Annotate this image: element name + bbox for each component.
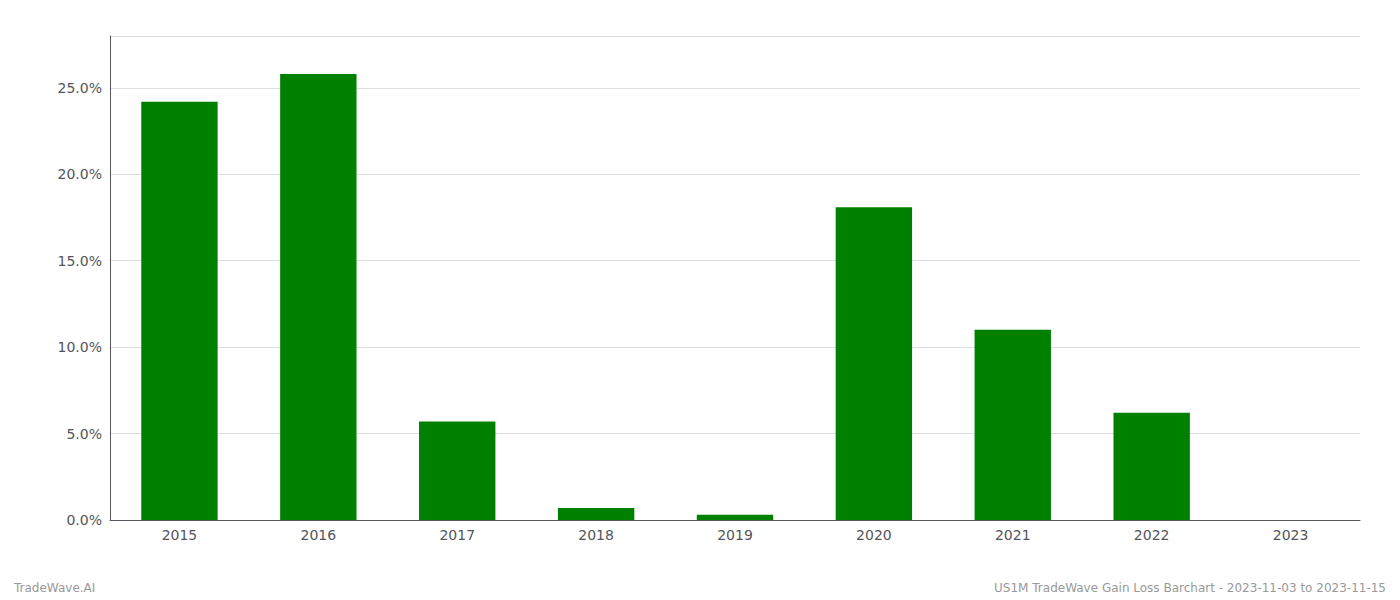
svg-text:0.0%: 0.0% [66, 512, 102, 528]
svg-text:2023: 2023 [1273, 527, 1309, 543]
svg-text:2018: 2018 [578, 527, 614, 543]
svg-text:2017: 2017 [439, 527, 475, 543]
svg-text:2016: 2016 [301, 527, 337, 543]
svg-text:10.0%: 10.0% [58, 339, 102, 355]
svg-text:25.0%: 25.0% [58, 80, 102, 96]
svg-text:2020: 2020 [856, 527, 892, 543]
svg-text:2021: 2021 [995, 527, 1031, 543]
svg-text:2015: 2015 [162, 527, 198, 543]
svg-text:15.0%: 15.0% [58, 253, 102, 269]
svg-text:20.0%: 20.0% [58, 166, 102, 182]
svg-text:US1M TradeWave Gain Loss Barch: US1M TradeWave Gain Loss Barchart - 2023… [994, 581, 1386, 595]
svg-text:2022: 2022 [1134, 527, 1170, 543]
svg-text:TradeWave.AI: TradeWave.AI [13, 581, 95, 595]
svg-text:2019: 2019 [717, 527, 753, 543]
svg-text:5.0%: 5.0% [66, 426, 102, 442]
